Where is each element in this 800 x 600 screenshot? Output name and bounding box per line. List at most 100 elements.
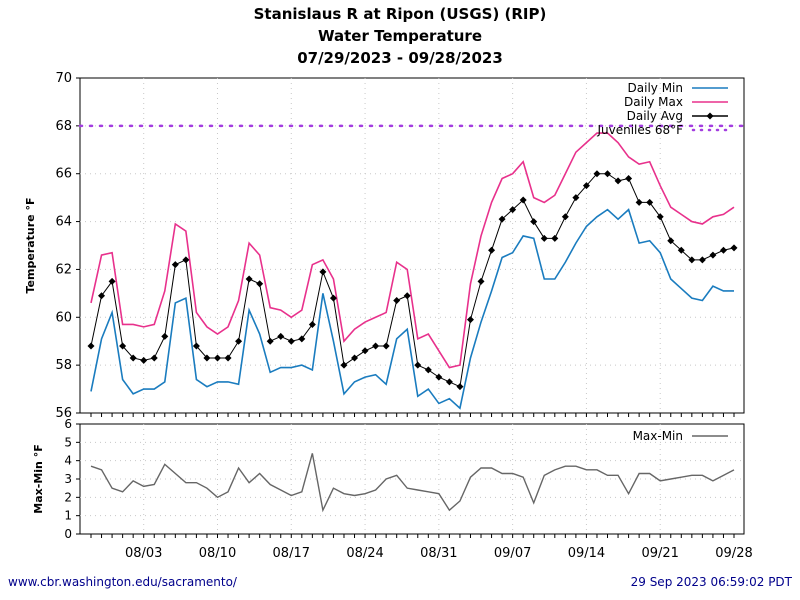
daily-avg-point bbox=[192, 342, 200, 350]
y-tick-label: 66 bbox=[55, 167, 72, 182]
daily-avg-point bbox=[287, 337, 295, 345]
daily-avg-point bbox=[161, 332, 169, 340]
daily-avg-point bbox=[466, 316, 474, 324]
daily-avg-point bbox=[604, 170, 612, 178]
daily-avg-point bbox=[614, 177, 622, 185]
daily-avg-point bbox=[435, 373, 443, 381]
daily-avg-point bbox=[140, 356, 148, 364]
daily-avg-point bbox=[393, 297, 401, 305]
daily-avg-point bbox=[488, 246, 496, 254]
x-tick-label: 09/07 bbox=[494, 546, 531, 561]
daily-avg-point bbox=[561, 213, 569, 221]
daily-avg-point bbox=[351, 354, 359, 362]
daily-avg-point bbox=[340, 361, 348, 369]
daily-avg-point bbox=[361, 347, 369, 355]
daily-avg-point bbox=[625, 175, 633, 182]
daily-avg-point bbox=[424, 366, 432, 374]
daily-avg-point bbox=[540, 234, 548, 242]
x-tick-label: 09/21 bbox=[641, 546, 678, 561]
daily-avg-point bbox=[382, 342, 390, 350]
daily-avg-point bbox=[719, 246, 727, 254]
y-tick-label: 70 bbox=[55, 71, 72, 86]
daily-avg-point bbox=[519, 196, 527, 204]
y-tick-label: 62 bbox=[55, 262, 72, 277]
daily-avg-point bbox=[235, 337, 243, 345]
daily-avg-point bbox=[498, 215, 506, 223]
x-tick-label: 08/03 bbox=[125, 546, 162, 561]
y-axis-label: Max-Min °F bbox=[32, 444, 45, 513]
chart-title: Stanislaus R at Ripon (USGS) (RIP) bbox=[253, 5, 547, 23]
source-link[interactable]: www.cbr.washington.edu/sacramento/ bbox=[8, 575, 237, 589]
daily-avg-point bbox=[530, 218, 538, 226]
daily-avg-point bbox=[245, 275, 253, 283]
legend-label: Daily Avg bbox=[627, 109, 683, 123]
daily-avg-point bbox=[308, 320, 316, 328]
daily-avg-point bbox=[329, 294, 337, 302]
y-tick-label: 5 bbox=[64, 435, 72, 449]
daily-avg-point bbox=[730, 244, 738, 252]
series-line-daily-max bbox=[90, 132, 735, 369]
series-line-daily-min bbox=[90, 208, 734, 410]
daily-avg-point bbox=[150, 354, 158, 362]
chart-date-range: 07/29/2023 - 09/28/2023 bbox=[297, 49, 503, 67]
daily-avg-point bbox=[667, 237, 675, 245]
legend-marker bbox=[706, 112, 714, 120]
daily-avg-point bbox=[98, 292, 106, 300]
legend-label: Max-Min bbox=[633, 429, 683, 443]
y-tick-label: 6 bbox=[64, 417, 72, 431]
generated-timestamp: 29 Sep 2023 06:59:02 PDT bbox=[630, 575, 792, 589]
daily-avg-point bbox=[414, 361, 422, 369]
daily-avg-point bbox=[119, 342, 127, 350]
x-tick-label: 08/24 bbox=[346, 546, 383, 561]
y-tick-label: 3 bbox=[64, 472, 72, 486]
y-tick-label: 56 bbox=[55, 406, 72, 421]
daily-avg-point bbox=[319, 268, 327, 276]
legend-label: Juveniles 68°F bbox=[596, 123, 683, 137]
daily-avg-point bbox=[277, 332, 285, 340]
y-tick-label: 64 bbox=[55, 215, 72, 230]
daily-avg-point bbox=[572, 194, 580, 202]
daily-avg-point bbox=[456, 383, 464, 391]
y-tick-label: 1 bbox=[64, 509, 72, 523]
daily-avg-point bbox=[677, 246, 685, 254]
daily-avg-point bbox=[582, 182, 590, 190]
y-tick-label: 2 bbox=[64, 490, 72, 504]
daily-avg-point bbox=[256, 280, 264, 288]
daily-avg-point bbox=[403, 292, 411, 300]
series-line-max-min bbox=[90, 453, 735, 513]
chart-subtitle: Water Temperature bbox=[318, 27, 482, 45]
daily-avg-point bbox=[593, 170, 601, 178]
daily-avg-point bbox=[372, 342, 380, 350]
daily-avg-point bbox=[266, 337, 274, 345]
daily-avg-point bbox=[551, 234, 559, 242]
daily-avg-point bbox=[182, 256, 190, 264]
y-tick-label: 58 bbox=[55, 358, 72, 373]
daily-avg-point bbox=[477, 277, 485, 285]
y-tick-label: 68 bbox=[55, 119, 72, 134]
daily-avg-point bbox=[688, 256, 696, 264]
y-tick-label: 0 bbox=[64, 527, 72, 541]
x-tick-label: 08/10 bbox=[199, 546, 236, 561]
daily-avg-point bbox=[224, 354, 232, 362]
y-axis-label: Temperature °F bbox=[24, 198, 37, 294]
x-tick-label: 08/17 bbox=[273, 546, 310, 561]
daily-avg-point bbox=[709, 251, 717, 259]
daily-avg-point bbox=[698, 256, 706, 264]
daily-avg-point bbox=[87, 342, 95, 350]
x-tick-label: 08/31 bbox=[420, 546, 457, 561]
daily-avg-point bbox=[129, 354, 137, 362]
legend-label: Daily Max bbox=[624, 95, 683, 109]
legend-label: Daily Min bbox=[628, 81, 683, 95]
x-tick-label: 09/14 bbox=[568, 546, 605, 561]
daily-avg-point bbox=[646, 198, 654, 206]
daily-avg-point bbox=[445, 378, 453, 386]
daily-avg-point bbox=[635, 198, 643, 206]
x-tick-label: 09/28 bbox=[715, 546, 752, 561]
daily-avg-point bbox=[656, 213, 664, 221]
daily-avg-point bbox=[203, 354, 211, 362]
daily-avg-point bbox=[298, 335, 306, 343]
daily-avg-point bbox=[108, 277, 116, 285]
y-tick-label: 60 bbox=[55, 310, 72, 325]
y-tick-label: 4 bbox=[64, 454, 72, 468]
